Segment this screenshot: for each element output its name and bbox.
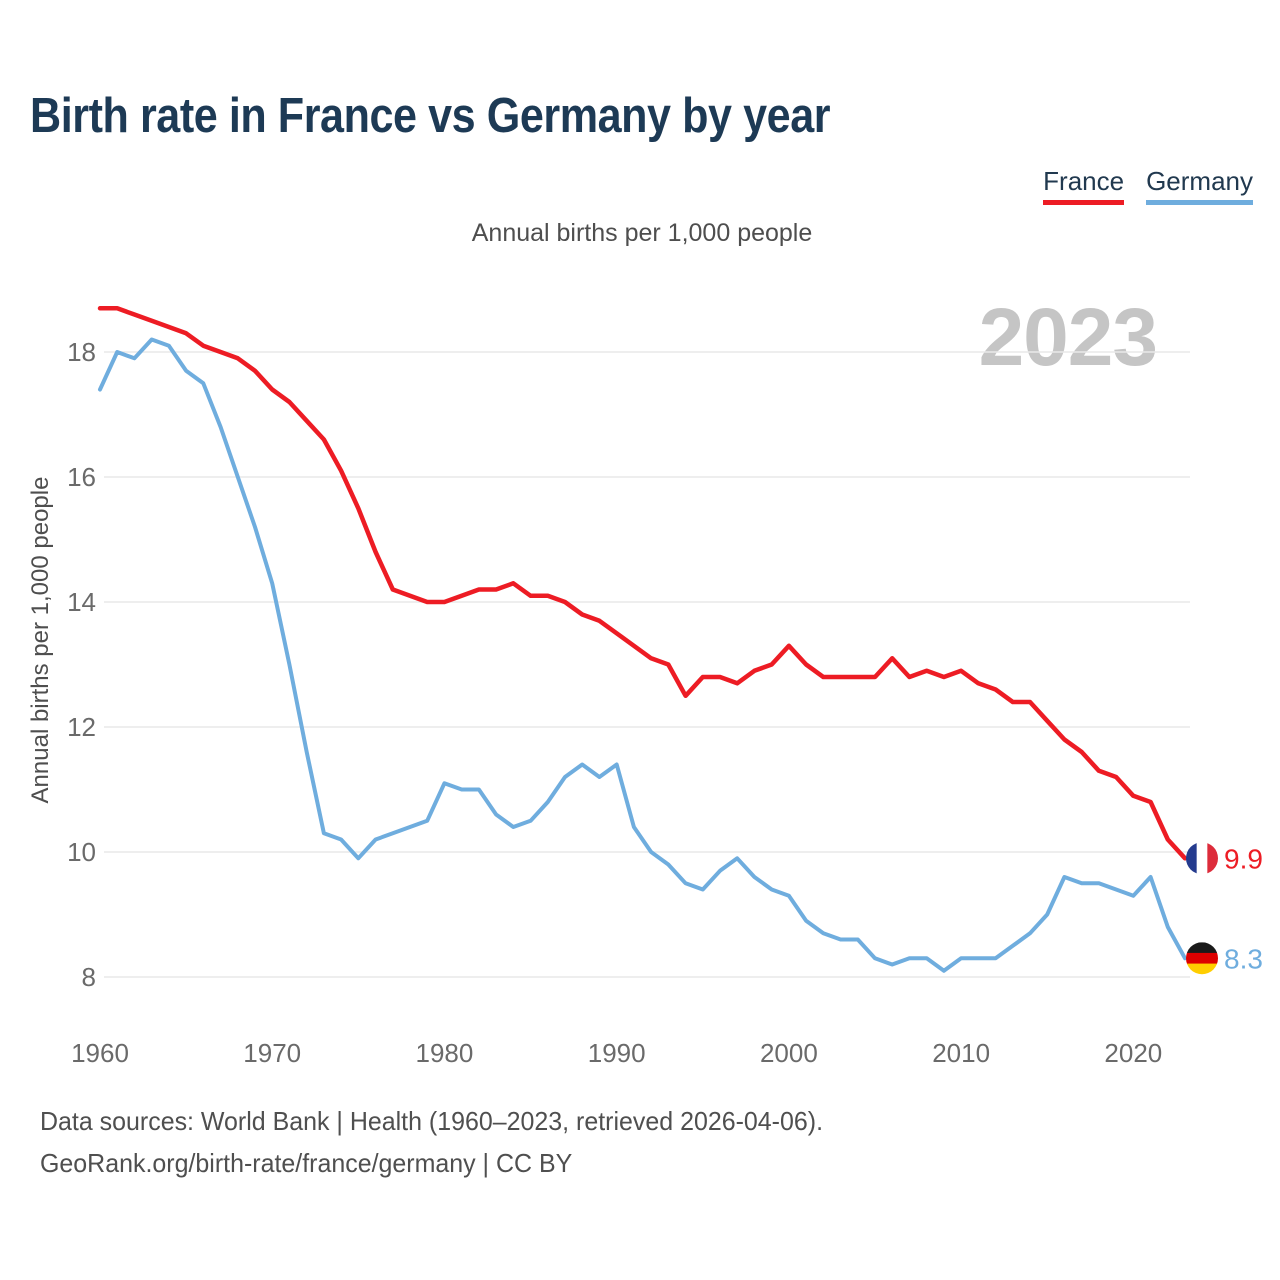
germany-flag-icon — [1186, 942, 1218, 975]
end-value-label-france: 9.9 — [1224, 843, 1263, 874]
x-tick-label-1990: 1990 — [588, 1038, 646, 1068]
legend-item-germany[interactable]: Germany — [1146, 166, 1253, 205]
watermark-latest-year: 2023 — [979, 292, 1157, 383]
y-tick-label-16: 16 — [67, 462, 96, 492]
france-flag-icon — [1186, 842, 1218, 875]
x-tick-label-2020: 2020 — [1104, 1038, 1162, 1068]
footer-attribution: GeoRank.org/birth-rate/france/germany | … — [40, 1148, 573, 1178]
y-tick-label-12: 12 — [67, 712, 96, 742]
y-axis-title: Annual births per 1,000 people — [27, 477, 54, 804]
chart-legend: France Germany — [1043, 166, 1253, 205]
footer-data-sources: Data sources: World Bank | Health (1960–… — [40, 1106, 823, 1136]
series-line-germany[interactable] — [98, 337, 1187, 973]
y-tick-label-14: 14 — [67, 587, 96, 617]
x-tick-label-1960: 1960 — [71, 1038, 129, 1068]
series-line-france[interactable] — [97, 306, 1188, 861]
x-tick-label-2000: 2000 — [760, 1038, 818, 1068]
chart-subtitle: Annual births per 1,000 people — [472, 219, 813, 247]
x-tick-label-1970: 1970 — [243, 1038, 301, 1068]
page-title: Birth rate in France vs Germany by year — [30, 89, 831, 143]
chart-footer: Data sources: World Bank | Health (1960–… — [40, 1100, 823, 1184]
legend-item-france[interactable]: France — [1043, 166, 1125, 205]
y-tick-label-10: 10 — [67, 837, 96, 867]
x-tick-label-1980: 1980 — [416, 1038, 474, 1068]
x-tick-label-2010: 2010 — [932, 1038, 990, 1068]
end-value-label-germany: 8.3 — [1224, 943, 1263, 974]
y-tick-label-8: 8 — [82, 962, 96, 992]
y-tick-label-18: 18 — [67, 337, 96, 367]
